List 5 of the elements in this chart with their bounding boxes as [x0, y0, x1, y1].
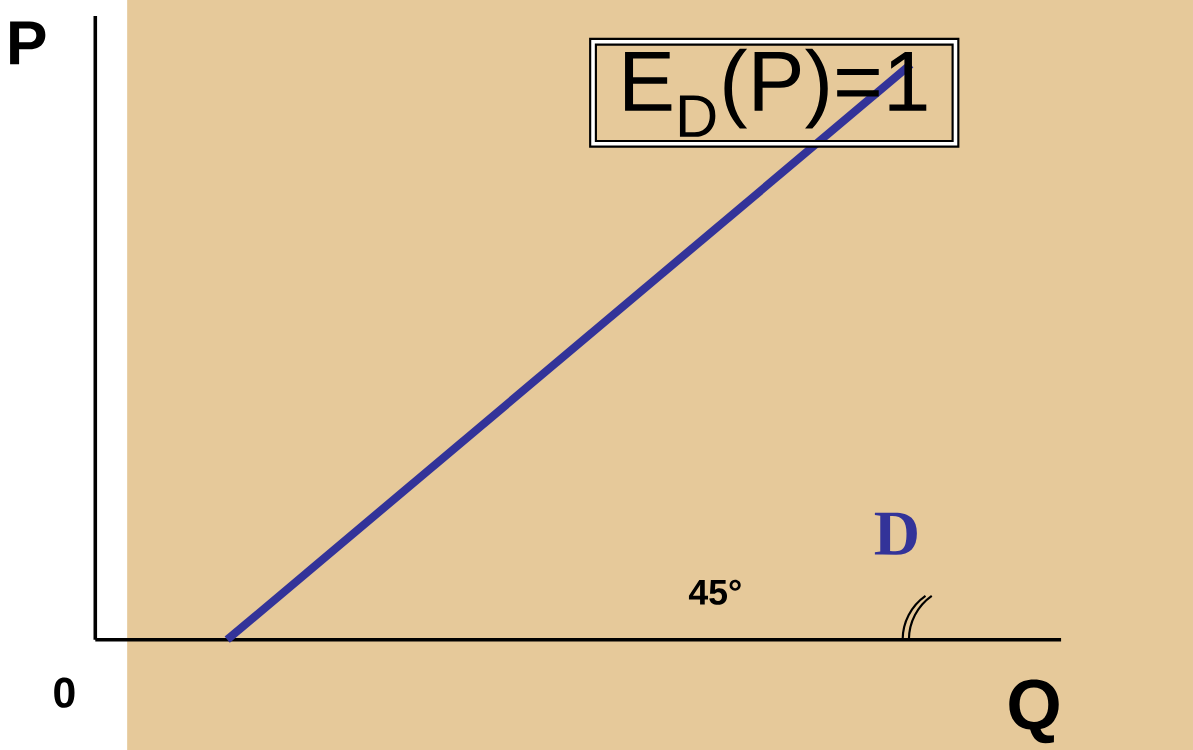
- x-axis-title: Q: [1009, 679, 1059, 744]
- text: D: [874, 512, 917, 555]
- annotation: 45°: [688, 579, 741, 605]
- y-axis-title: P: [10, 21, 46, 65]
- text: 0: [54, 677, 75, 708]
